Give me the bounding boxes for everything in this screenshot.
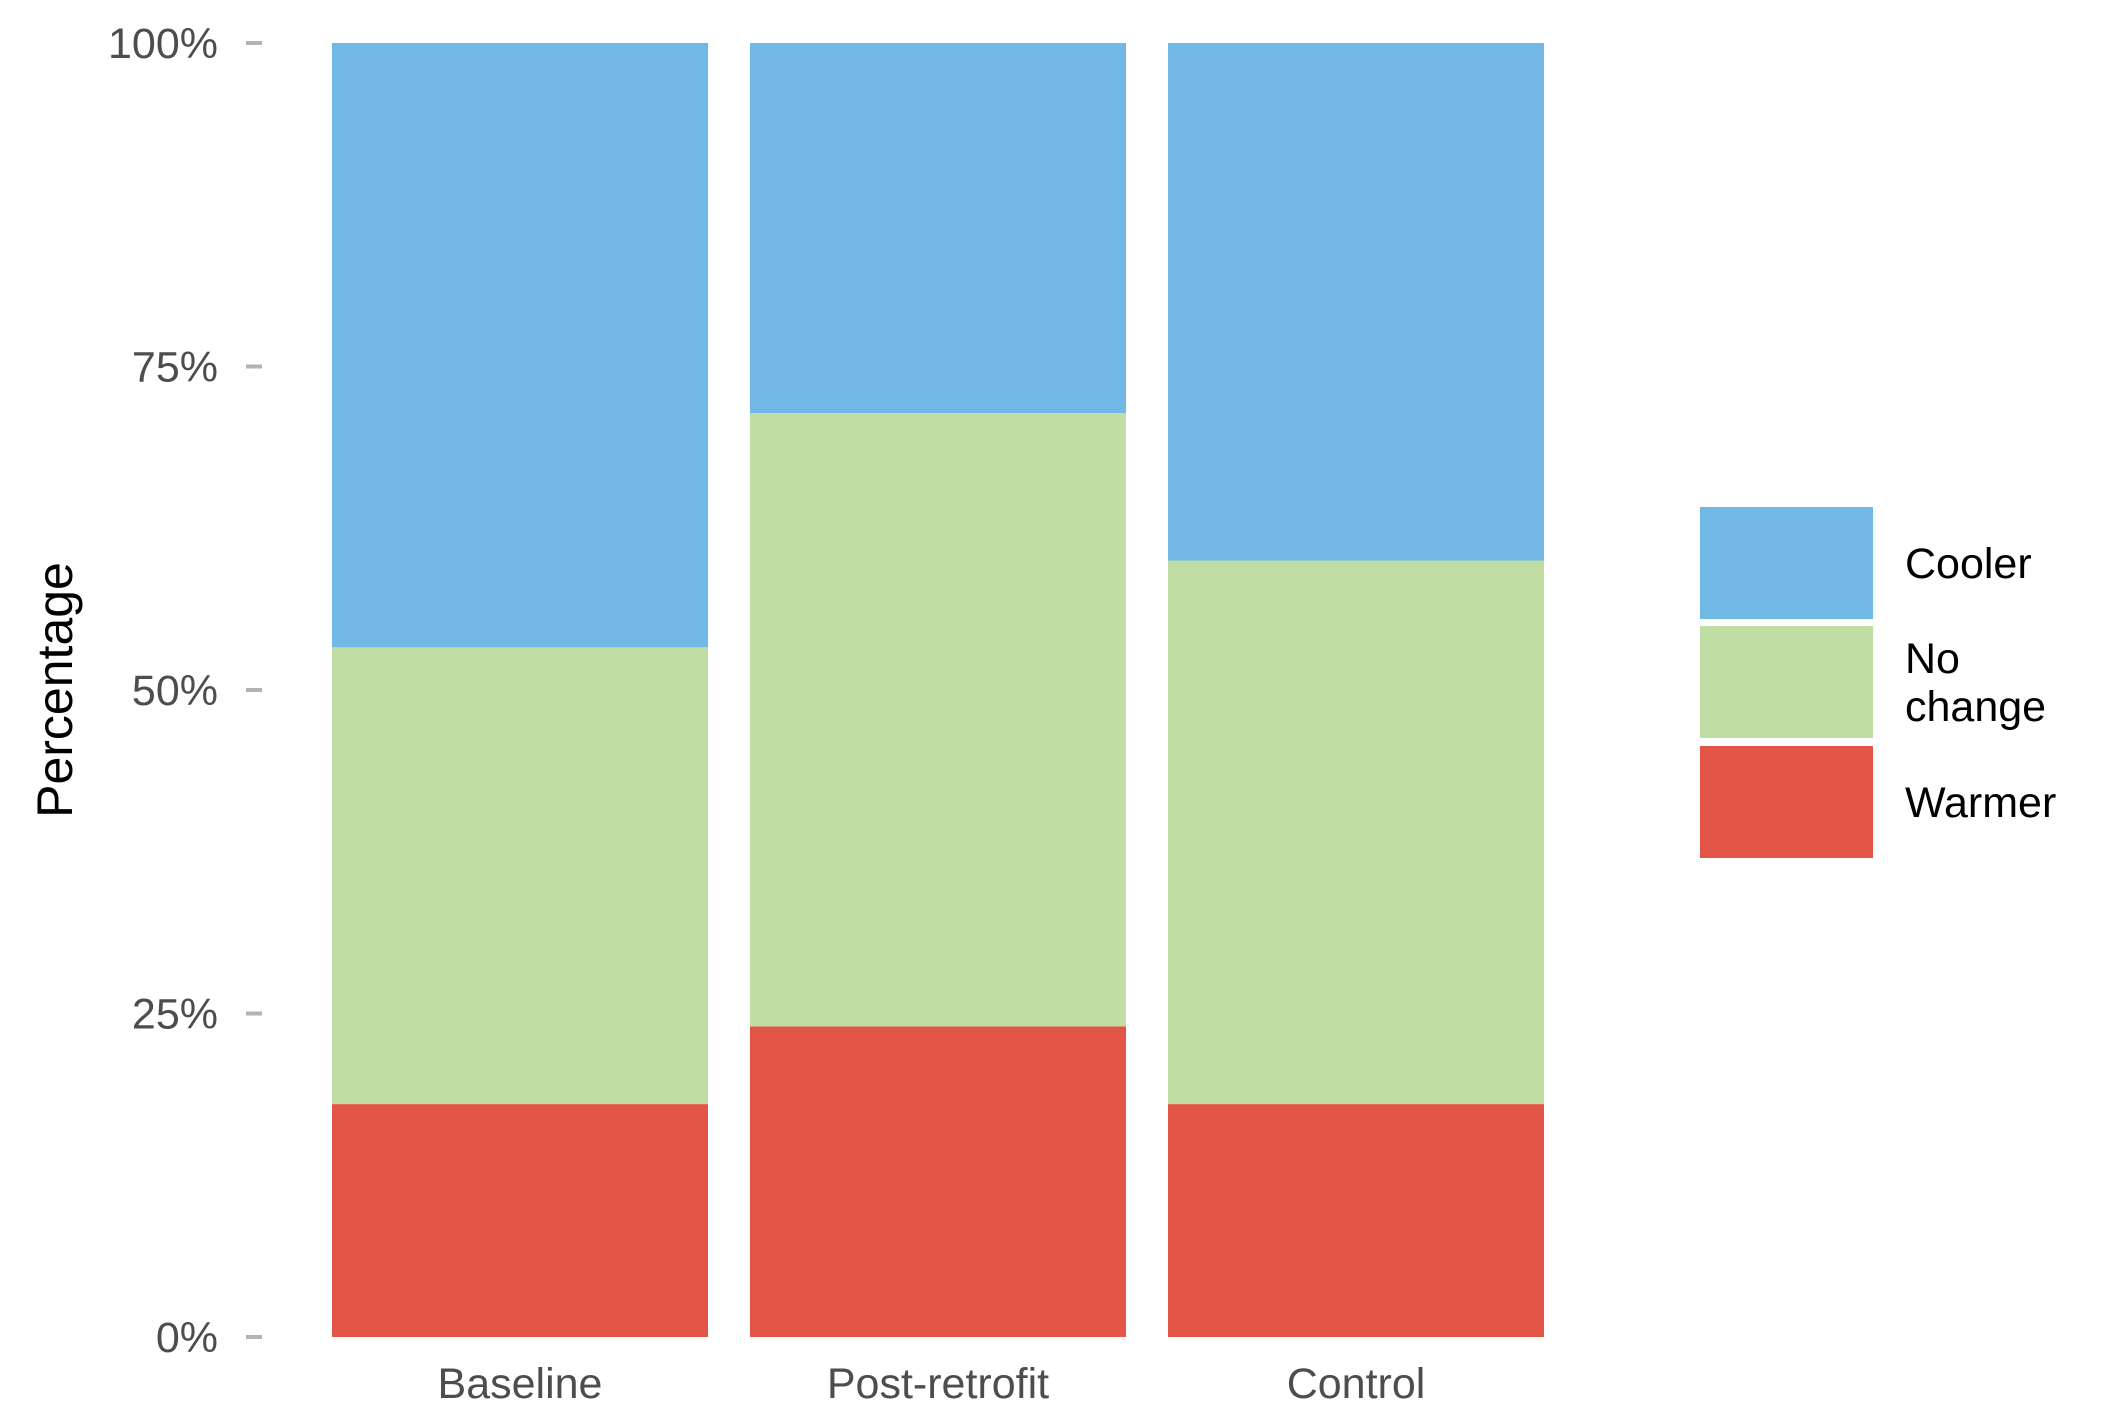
legend-label-warmer: Warmer <box>1905 779 2056 827</box>
x-tick-label: Post-retrofit <box>827 1360 1049 1408</box>
bar-segment-warmer-control <box>1168 1104 1544 1337</box>
legend-label-line: Cooler <box>1905 540 2032 588</box>
bar-segment-warmer-baseline <box>332 1104 708 1337</box>
legend-label-line: No <box>1905 635 1960 683</box>
legend-label-line: change <box>1905 683 2046 731</box>
bar-segment-no-change-baseline <box>332 647 708 1105</box>
bar-segment-no-change-post-retrofit <box>750 413 1126 1027</box>
y-tick-label: 75% <box>132 344 218 392</box>
legend: Cooler No change Warmer <box>1700 507 2056 858</box>
y-tick-label: 25% <box>132 991 218 1039</box>
y-axis: 0% 25% 50% 75% 100% <box>108 20 262 1362</box>
legend-label-line: Warmer <box>1905 779 2056 827</box>
y-tick-label: 50% <box>132 667 218 715</box>
bar-segment-no-change-control <box>1168 560 1544 1105</box>
y-axis-title: Percentage <box>27 562 83 818</box>
y-tick-label: 0% <box>156 1314 218 1362</box>
bar-segment-cooler-control <box>1168 43 1544 561</box>
legend-label-cooler: Cooler <box>1905 540 2032 588</box>
x-axis: Baseline Post-retrofit Control <box>438 1360 1426 1408</box>
legend-key-warmer <box>1700 746 1873 858</box>
bar-segment-cooler-baseline <box>332 43 708 648</box>
x-tick-label: Baseline <box>438 1360 603 1408</box>
x-tick-label: Control <box>1287 1360 1426 1408</box>
legend-key-cooler <box>1700 507 1873 619</box>
bar-segment-warmer-post-retrofit <box>750 1026 1126 1337</box>
y-tick-label: 100% <box>108 20 218 68</box>
bars-group <box>332 43 1544 1337</box>
legend-key-no-change <box>1700 626 1873 738</box>
bar-segment-cooler-post-retrofit <box>750 43 1126 414</box>
legend-label-no-change: No change <box>1905 635 2046 731</box>
